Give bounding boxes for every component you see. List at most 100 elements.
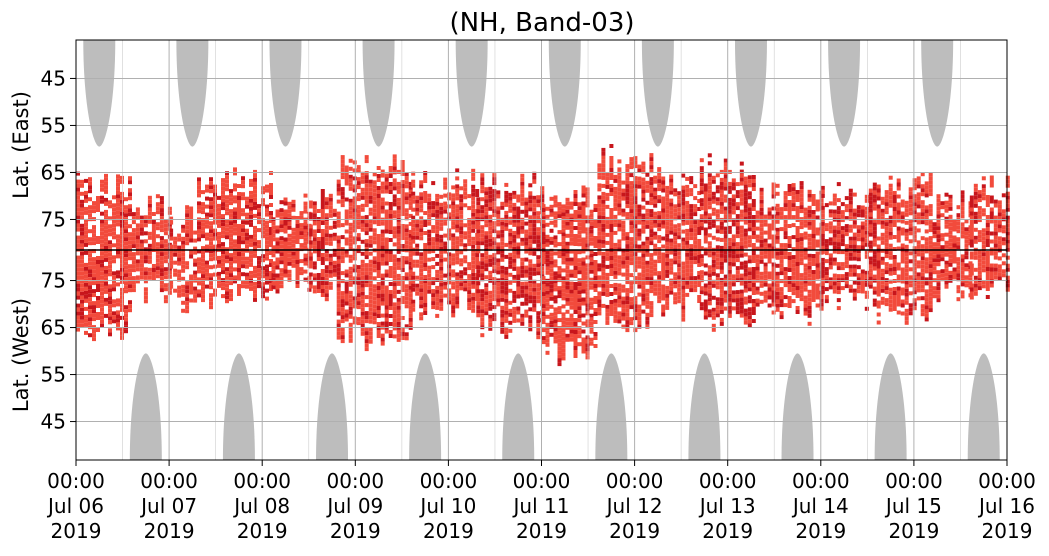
backscatter-cell — [80, 323, 84, 328]
backscatter-cell — [76, 235, 80, 240]
backscatter-cell — [427, 281, 432, 286]
backscatter-cell — [124, 229, 128, 234]
backscatter-cell — [653, 175, 658, 180]
backscatter-cell — [723, 210, 728, 215]
backscatter-cell — [419, 196, 424, 201]
backscatter-cell — [451, 209, 456, 214]
backscatter-cell — [439, 306, 444, 311]
backscatter-cell — [605, 276, 610, 281]
backscatter-cell — [524, 289, 529, 294]
backscatter-cell — [185, 233, 190, 238]
backscatter-cell — [807, 257, 812, 262]
backscatter-cell — [100, 279, 104, 284]
backscatter-cell — [88, 253, 92, 258]
backscatter-cell — [719, 197, 724, 202]
backscatter-cell — [147, 243, 152, 248]
backscatter-cell — [439, 218, 444, 223]
backscatter-cell — [484, 291, 489, 296]
backscatter-cell — [396, 317, 401, 322]
gray-coverage-west — [502, 353, 535, 460]
backscatter-cell — [723, 294, 728, 299]
backscatter-cell — [541, 204, 546, 209]
backscatter-cell — [415, 251, 420, 256]
backscatter-cell — [459, 230, 464, 235]
backscatter-cell — [799, 241, 804, 246]
backscatter-cell — [697, 243, 702, 247]
backscatter-cell — [384, 313, 389, 318]
backscatter-cell — [577, 310, 582, 315]
backscatter-cell — [376, 222, 381, 226]
backscatter-cell — [524, 205, 529, 210]
backscatter-cell — [645, 296, 650, 301]
backscatter-cell — [536, 331, 541, 336]
backscatter-cell — [471, 284, 476, 289]
backscatter-cell — [84, 274, 88, 279]
backscatter-cell — [488, 194, 493, 199]
backscatter-cell — [581, 225, 586, 230]
backscatter-cell — [241, 272, 245, 277]
backscatter-cell — [787, 204, 792, 208]
backscatter-cell — [459, 186, 464, 191]
backscatter-cell — [471, 276, 476, 281]
backscatter-cell — [467, 206, 472, 211]
backscatter-cell — [328, 193, 333, 198]
backscatter-cell — [557, 206, 562, 211]
backscatter-cell — [629, 193, 634, 198]
backscatter-cell — [181, 264, 186, 269]
backscatter-cell — [419, 300, 424, 305]
backscatter-cell — [593, 224, 598, 228]
backscatter-cell — [492, 297, 497, 302]
backscatter-cell — [131, 240, 136, 245]
backscatter-cell — [681, 209, 686, 214]
backscatter-cell — [629, 261, 634, 266]
backscatter-cell — [807, 197, 812, 202]
backscatter-cell — [557, 230, 562, 235]
backscatter-cell — [368, 287, 373, 292]
backscatter-cell — [120, 303, 124, 308]
backscatter-cell — [681, 197, 686, 202]
backscatter-cell — [633, 300, 638, 305]
backscatter-cell — [545, 270, 550, 275]
backscatter-cell — [213, 192, 217, 197]
backscatter-cell — [249, 250, 253, 255]
backscatter-cell — [645, 304, 650, 309]
backscatter-cell — [488, 198, 493, 203]
backscatter-cell — [451, 281, 456, 286]
backscatter-cell — [135, 259, 140, 264]
backscatter-cell — [364, 335, 369, 340]
backscatter-cell — [747, 191, 752, 196]
backscatter-cell — [673, 292, 678, 297]
backscatter-cell — [545, 282, 550, 287]
backscatter-cell — [205, 184, 209, 189]
backscatter-cell — [621, 304, 626, 309]
backscatter-cell — [131, 264, 136, 269]
backscatter-cell — [601, 211, 606, 216]
backscatter-cell — [443, 273, 448, 278]
backscatter-cell — [455, 192, 460, 197]
backscatter-cell — [84, 242, 88, 247]
backscatter-cell — [124, 241, 128, 246]
backscatter-cell — [173, 268, 178, 273]
backscatter-cell — [573, 210, 578, 214]
backscatter-cell — [269, 219, 273, 223]
backscatter-cell — [719, 253, 724, 258]
backscatter-cell — [320, 257, 325, 261]
backscatter-cell — [159, 204, 164, 209]
backscatter-cell — [553, 239, 558, 244]
backscatter-cell — [155, 222, 160, 227]
backscatter-cell — [201, 254, 205, 259]
backscatter-cell — [261, 258, 265, 263]
backscatter-cell — [213, 232, 217, 237]
backscatter-cell — [88, 189, 92, 194]
backscatter-cell — [364, 271, 369, 276]
backscatter-cell — [143, 255, 148, 260]
backscatter-cell — [496, 218, 501, 223]
backscatter-cell — [411, 283, 416, 288]
backscatter-cell — [561, 212, 566, 217]
backscatter-cell — [92, 273, 96, 278]
backscatter-cell — [308, 284, 313, 289]
backscatter-cell — [360, 271, 365, 276]
backscatter-cell — [828, 209, 833, 214]
backscatter-cell — [84, 234, 88, 239]
backscatter-cell — [201, 222, 205, 227]
